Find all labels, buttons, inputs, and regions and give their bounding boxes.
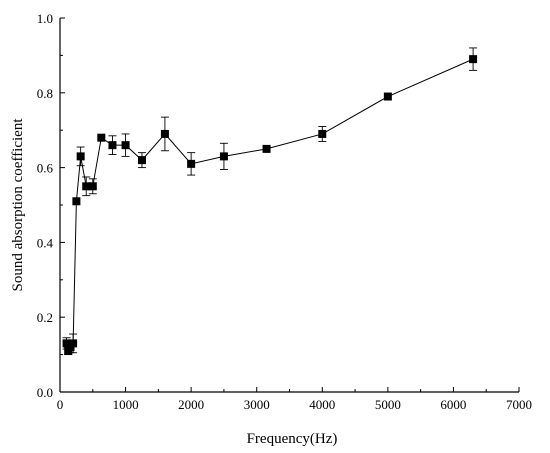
y-tick-label: 0.2 (37, 310, 53, 325)
data-point (383, 92, 392, 101)
data-point (82, 182, 91, 191)
data-point (76, 152, 85, 161)
y-tick-label: 0.8 (37, 86, 53, 101)
data-point (318, 129, 327, 138)
series-layer (62, 47, 478, 356)
x-tick-label: 5000 (375, 397, 401, 412)
data-point (97, 133, 106, 142)
x-tick-label: 4000 (309, 397, 335, 412)
data-point (262, 144, 271, 153)
x-tick-label: 7000 (506, 397, 532, 412)
data-point (187, 159, 196, 168)
y-tick-label: 1.0 (37, 11, 53, 26)
x-tick-label: 3000 (244, 397, 270, 412)
data-point (69, 339, 78, 348)
data-point (108, 141, 117, 150)
y-axis-title: Sound absorption coefficient (10, 118, 26, 292)
data-point (72, 197, 81, 206)
axes (59, 18, 519, 393)
series-line (66, 58, 474, 353)
x-tick-label: 2000 (178, 397, 204, 412)
data-point (469, 55, 478, 64)
data-point (160, 129, 169, 138)
data-point (137, 156, 146, 165)
data-point (88, 182, 97, 191)
x-axis-title: Frequency(Hz) (247, 431, 338, 447)
x-tick-label: 6000 (440, 397, 466, 412)
y-tick-label: 0.6 (37, 161, 54, 176)
y-tick-label: 0.4 (37, 235, 54, 250)
ticks: 0 1000 2000 3000 4000 5000 6000 7000 0.0 0.2 0.4 0.… (37, 11, 532, 412)
data-point (219, 152, 228, 161)
data-point (121, 141, 130, 150)
x-tick-label: 1000 (113, 397, 139, 412)
y-tick-label: 0.0 (37, 385, 53, 400)
x-tick-label: 0 (57, 397, 64, 412)
